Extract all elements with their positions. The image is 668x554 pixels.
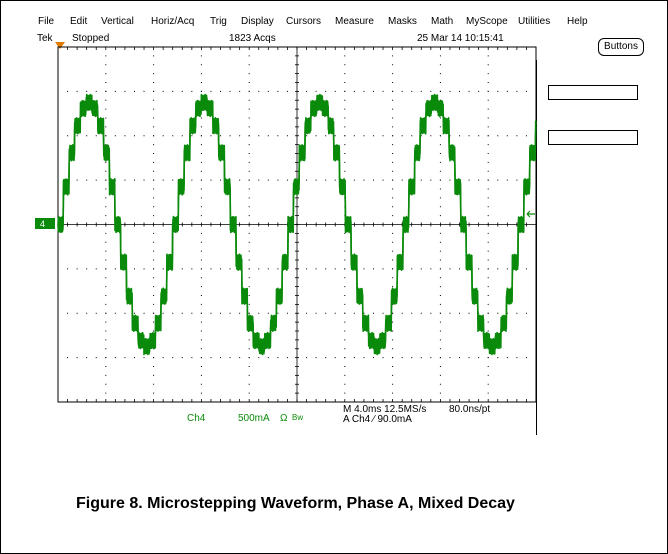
impedance-readout: Ω [280, 413, 288, 424]
channel-readout: Ch4 [187, 413, 206, 424]
run-state: Stopped [72, 33, 110, 44]
acquisition-count: 1823 Acqs [229, 33, 276, 44]
trigger-position-icon [55, 42, 65, 49]
channel-4-label: 4 [40, 219, 45, 229]
menu-display[interactable]: Display [241, 16, 274, 27]
side-readout-box-2 [548, 130, 638, 145]
menu-horiz-acq[interactable]: Horiz/Acq [151, 16, 195, 27]
graticule [57, 46, 537, 403]
timebase-readout: M 4.0ms 12.5MS/s [343, 404, 427, 415]
trigger-readout: A Ch4 ⁄ 90.0mA [343, 414, 412, 425]
menu-file[interactable]: File [38, 16, 55, 27]
menu-masks[interactable]: Masks [388, 16, 417, 27]
menu-myscope[interactable]: MyScope [466, 16, 508, 27]
menu-measure[interactable]: Measure [335, 16, 374, 27]
brand-label: Tek [37, 33, 53, 44]
trigger-level-arrow-icon [526, 210, 535, 218]
figure-caption: Figure 8. Microstepping Waveform, Phase … [76, 495, 515, 512]
channel-4-marker-bg [35, 218, 55, 229]
bandwidth-readout: Bw [292, 413, 304, 422]
menu-trig[interactable]: Trig [210, 16, 227, 27]
menu-help[interactable]: Help [567, 16, 588, 27]
menu-cursors[interactable]: Cursors [286, 16, 322, 27]
scope-display: 4 [35, 46, 537, 403]
waveform-trace-envelope [57, 94, 537, 355]
menu-utilities[interactable]: Utilities [518, 16, 551, 27]
menu-vertical[interactable]: Vertical [101, 16, 134, 27]
side-readout-box-1 [548, 85, 638, 100]
resolution-readout: 80.0ns/pt [449, 404, 491, 415]
buttons-button[interactable]: Buttons [598, 38, 644, 56]
date-time: 25 Mar 14 10:15:41 [417, 33, 504, 44]
menu-math[interactable]: Math [431, 16, 454, 27]
menu-edit[interactable]: Edit [70, 16, 88, 27]
scale-readout: 500mA [238, 413, 270, 424]
channel-4-marker[interactable]: 4 [35, 218, 55, 229]
